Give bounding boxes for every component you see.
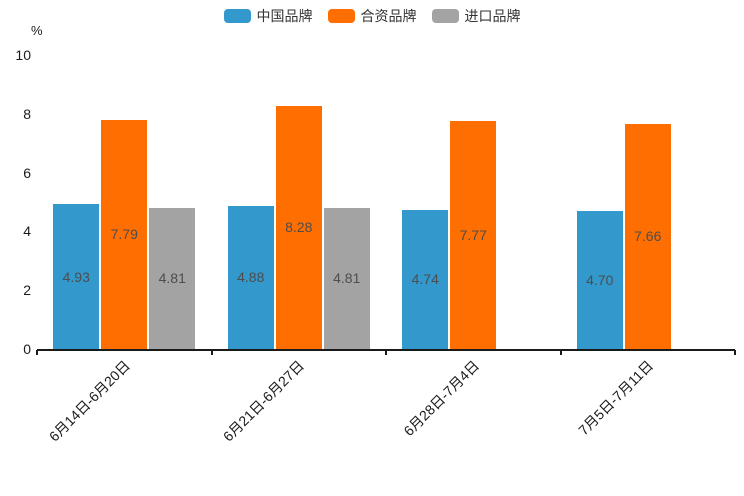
x-axis-category-label: 6月14日-6月20日 — [45, 357, 133, 445]
bar-china-brand-3[interactable] — [576, 210, 623, 349]
x-axis-category-label: 7月5日-7月11日 — [575, 357, 657, 439]
x-axis-tick — [559, 350, 562, 355]
legend-swatch-joint-venture-brand — [327, 9, 355, 23]
x-axis-category-label: 6月28日-7月4日 — [400, 357, 482, 440]
bar-china-brand-1[interactable] — [227, 205, 274, 349]
legend-label-imported-brand: 进口品牌 — [464, 8, 521, 24]
bar-joint-venture-brand-3[interactable] — [624, 123, 671, 349]
x-axis-category-label: 6月21日-6月27日 — [220, 357, 308, 445]
y-axis-tick-label: 10 — [15, 47, 31, 63]
x-axis-tick — [734, 350, 736, 355]
legend-item-joint-venture-brand[interactable]: 合资品牌 — [327, 8, 417, 24]
x-axis-line — [37, 348, 735, 351]
bar-china-brand-2[interactable] — [402, 209, 449, 349]
bar-joint-venture-brand-2[interactable] — [450, 120, 497, 349]
legend-item-imported-brand[interactable]: 进口品牌 — [431, 8, 521, 24]
chart-legend: 中国品牌 合资品牌 进口品牌 — [0, 9, 744, 23]
y-axis-unit-label: % — [31, 23, 43, 38]
legend-label-china-brand: 中国品牌 — [256, 8, 313, 24]
x-axis-tick — [210, 350, 213, 355]
y-axis-tick-label: 8 — [23, 105, 31, 122]
legend-swatch-imported-brand — [431, 9, 459, 23]
bar-joint-venture-brand-0[interactable] — [101, 119, 148, 349]
y-axis-tick-label: 6 — [23, 164, 31, 181]
x-axis-tick — [36, 350, 38, 355]
x-axis-tick — [385, 350, 387, 355]
bar-china-brand-0[interactable] — [53, 204, 100, 349]
legend-label-joint-venture-brand: 合资品牌 — [360, 8, 417, 24]
y-axis-tick-label: 4 — [23, 223, 31, 240]
bar-imported-brand-1[interactable] — [323, 207, 370, 349]
legend-item-china-brand[interactable]: 中国品牌 — [223, 8, 313, 24]
legend-swatch-china-brand — [223, 9, 251, 23]
bar-imported-brand-0[interactable] — [149, 207, 196, 349]
bar-joint-venture-brand-1[interactable] — [275, 105, 322, 349]
y-axis-tick-label: 0 — [23, 341, 31, 357]
y-axis-tick-label: 2 — [23, 282, 31, 299]
